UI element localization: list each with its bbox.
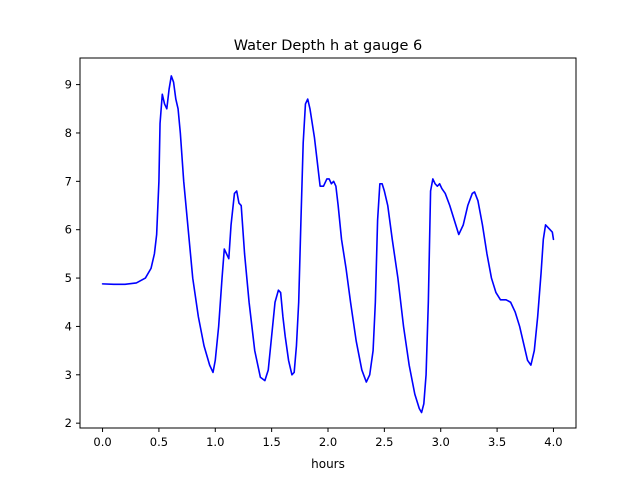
y-tick-label: 3 [65,368,72,382]
axes-frame [79,57,577,429]
series-line-0 [101,75,555,414]
x-tick-label: 1.0 [206,435,224,449]
x-axis-label: hours [311,457,345,471]
y-tick-label: 6 [65,223,72,237]
y-tick-label: 7 [65,174,72,188]
x-tick-label: 1.5 [262,435,280,449]
plot-area [101,75,555,414]
x-axis-ticks: 0.0 0.5 1.0 1.5 2.0 2.5 3.0 3.5 4.0 [93,428,563,449]
x-tick-label: 2.5 [375,435,393,449]
x-tick-label: 0.5 [150,435,168,449]
y-tick-label: 4 [65,319,72,333]
x-tick-label: 4.0 [544,435,562,449]
x-tick-label: 3.0 [432,435,450,449]
x-tick-label: 3.5 [488,435,506,449]
x-tick-label: 2.0 [319,435,337,449]
y-tick-label: 2 [65,416,72,430]
y-tick-label: 5 [65,271,72,285]
y-tick-label: 9 [65,78,72,92]
x-tick-label: 0.0 [93,435,111,449]
y-axis-ticks: 2 3 4 5 6 7 8 9 [65,78,80,430]
y-tick-label: 8 [65,126,72,140]
chart-title: Water Depth h at gauge 6 [234,38,422,54]
